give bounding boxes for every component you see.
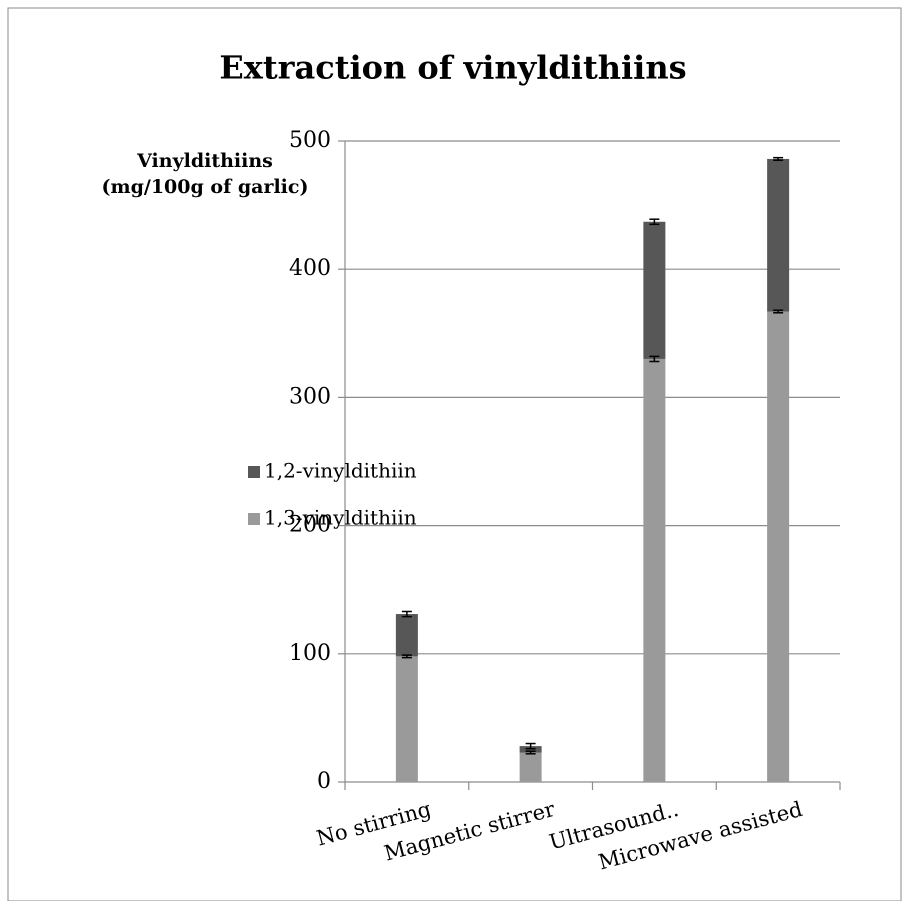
- y-tick-label: 100: [289, 641, 331, 666]
- error-bar: [525, 742, 536, 750]
- error-bar: [773, 309, 784, 314]
- error-bar: [401, 610, 412, 618]
- legend-swatch: [248, 466, 260, 478]
- y-tick-label: 500: [289, 128, 331, 153]
- y-axis-label: (mg/100g of garlic): [102, 176, 309, 198]
- bar-segment: [395, 656, 418, 782]
- y-tick-label: 400: [289, 256, 331, 281]
- bar-segment: [519, 752, 542, 782]
- y-tick-label: 300: [289, 384, 331, 409]
- bar-segment: [395, 614, 418, 657]
- error-bar: [401, 654, 412, 659]
- legend-label: 1,2-vinyldithiin: [264, 459, 417, 483]
- y-tick-label: 0: [317, 769, 331, 794]
- bar-segment: [643, 358, 666, 782]
- error-bar: [649, 355, 660, 363]
- error-bar: [649, 218, 660, 226]
- chart-title: Extraction of vinyldithiins: [219, 49, 686, 87]
- legend-label: 1,3-vinyldithiin: [264, 506, 417, 530]
- legend-swatch: [248, 513, 260, 525]
- bar-segment: [767, 158, 790, 312]
- error-bar: [525, 750, 536, 755]
- bar-segment: [767, 311, 790, 782]
- y-tick-label: 200: [289, 513, 331, 538]
- y-axis-label: Vinyldithiins: [136, 150, 273, 172]
- chart-frame: [7, 7, 902, 901]
- error-bar: [773, 156, 784, 161]
- bar-segment: [643, 221, 666, 359]
